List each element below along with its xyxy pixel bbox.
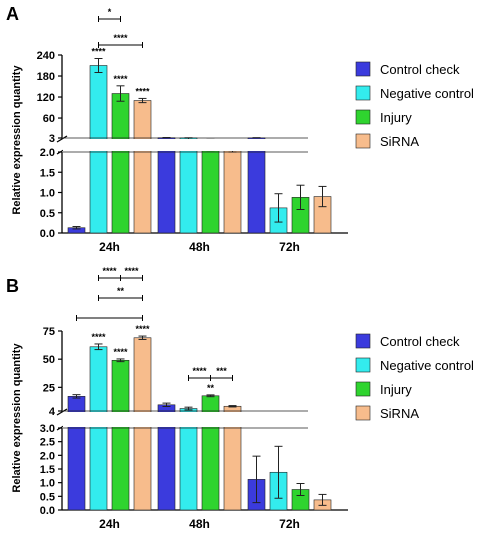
significance-label: **** [113,347,128,357]
significance-label: **** [135,324,150,334]
legend-swatch [355,405,371,421]
y-tick-label: 4 [49,406,56,418]
y-tick-label: 0.0 [40,228,55,240]
y-tick-label: 1.0 [40,188,55,200]
legend-label: Negative control [380,86,474,101]
bar [111,359,130,511]
y-tick-label: 120 [37,92,55,104]
y-tick-label: 60 [43,113,55,125]
significance-label: **** [91,47,106,57]
x-tick-label: 72h [279,517,300,531]
bar [201,144,220,234]
legend-label: SiRNA [380,134,419,149]
legend-label: SiRNA [380,406,419,421]
panel-a: A Relative expression quantity 0.0 0.5 1.0 1.… [6,4,474,254]
axis-break-mark [56,135,68,143]
x-tick-label: 48h [189,517,210,531]
significance-label: **** [135,86,150,96]
bracket-label: **** [124,266,139,276]
y-tick-label: 2.5 [40,437,55,449]
y-tick-label: 3 [49,133,55,145]
bar [133,100,152,234]
panel-letter: B [6,276,19,296]
bracket-label: **** [113,33,128,43]
legend-swatch [355,133,371,149]
y-axis-label: Relative expression quantity [11,65,23,215]
legend-swatch [355,381,371,397]
y-tick-label: 0.5 [40,208,55,220]
significance-label: ** [207,383,215,393]
legend-label: Injury [380,382,412,397]
x-tick-label: 24h [99,517,120,531]
x-tick-label: 72h [279,240,300,254]
legend-swatch [355,61,371,77]
panel-letter: A [6,4,19,24]
legend-swatch [355,109,371,125]
y-tick-label: 50 [43,354,55,366]
break-band [63,412,349,427]
significance-label: **** [91,332,106,342]
legend-label: Injury [380,110,412,125]
legend-label: Negative control [380,358,474,373]
x-tick-label: 48h [189,240,210,254]
x-tick-label: 24h [99,240,120,254]
legend-swatch [355,357,371,373]
y-tick-label: 2.0 [40,450,55,462]
bar [111,93,130,234]
legend-swatch [355,85,371,101]
bracket-label: **** [192,366,207,376]
y-tick-label: 0.0 [40,505,55,517]
y-axis-label: Relative expression quantity [11,343,23,493]
legend-label: Control check [380,334,460,349]
legend: Control check Negative control Injury SiRNA [355,61,474,149]
legend: Control check Negative control Injury SiRNA [355,333,474,421]
y-tick-label: 1.5 [40,167,55,179]
bracket-label: * [108,7,112,17]
y-tick-label: 75 [43,326,55,338]
y-tick-label: 180 [37,71,55,83]
y-tick-label: 1.0 [40,478,55,490]
panel-b: B Relative expression quantity 0.0 0.51.0 1.… [6,266,474,531]
bracket-label: *** [216,366,227,376]
y-tick-label: 3.0 [40,423,55,435]
legend-swatch [355,333,371,349]
axis-break-mark [56,408,68,416]
y-tick-label: 1.5 [40,464,55,476]
y-tick-label: 25 [43,382,55,394]
y-tick-label: 240 [37,50,55,62]
legend-label: Control check [380,62,460,77]
y-tick-label: 0.5 [40,491,55,503]
bracket-label: **** [102,266,117,276]
y-tick-label: 2.0 [40,147,55,159]
significance-label: **** [113,74,128,84]
bracket-label: ** [117,286,125,296]
break-band [63,139,349,151]
bar [223,147,242,234]
